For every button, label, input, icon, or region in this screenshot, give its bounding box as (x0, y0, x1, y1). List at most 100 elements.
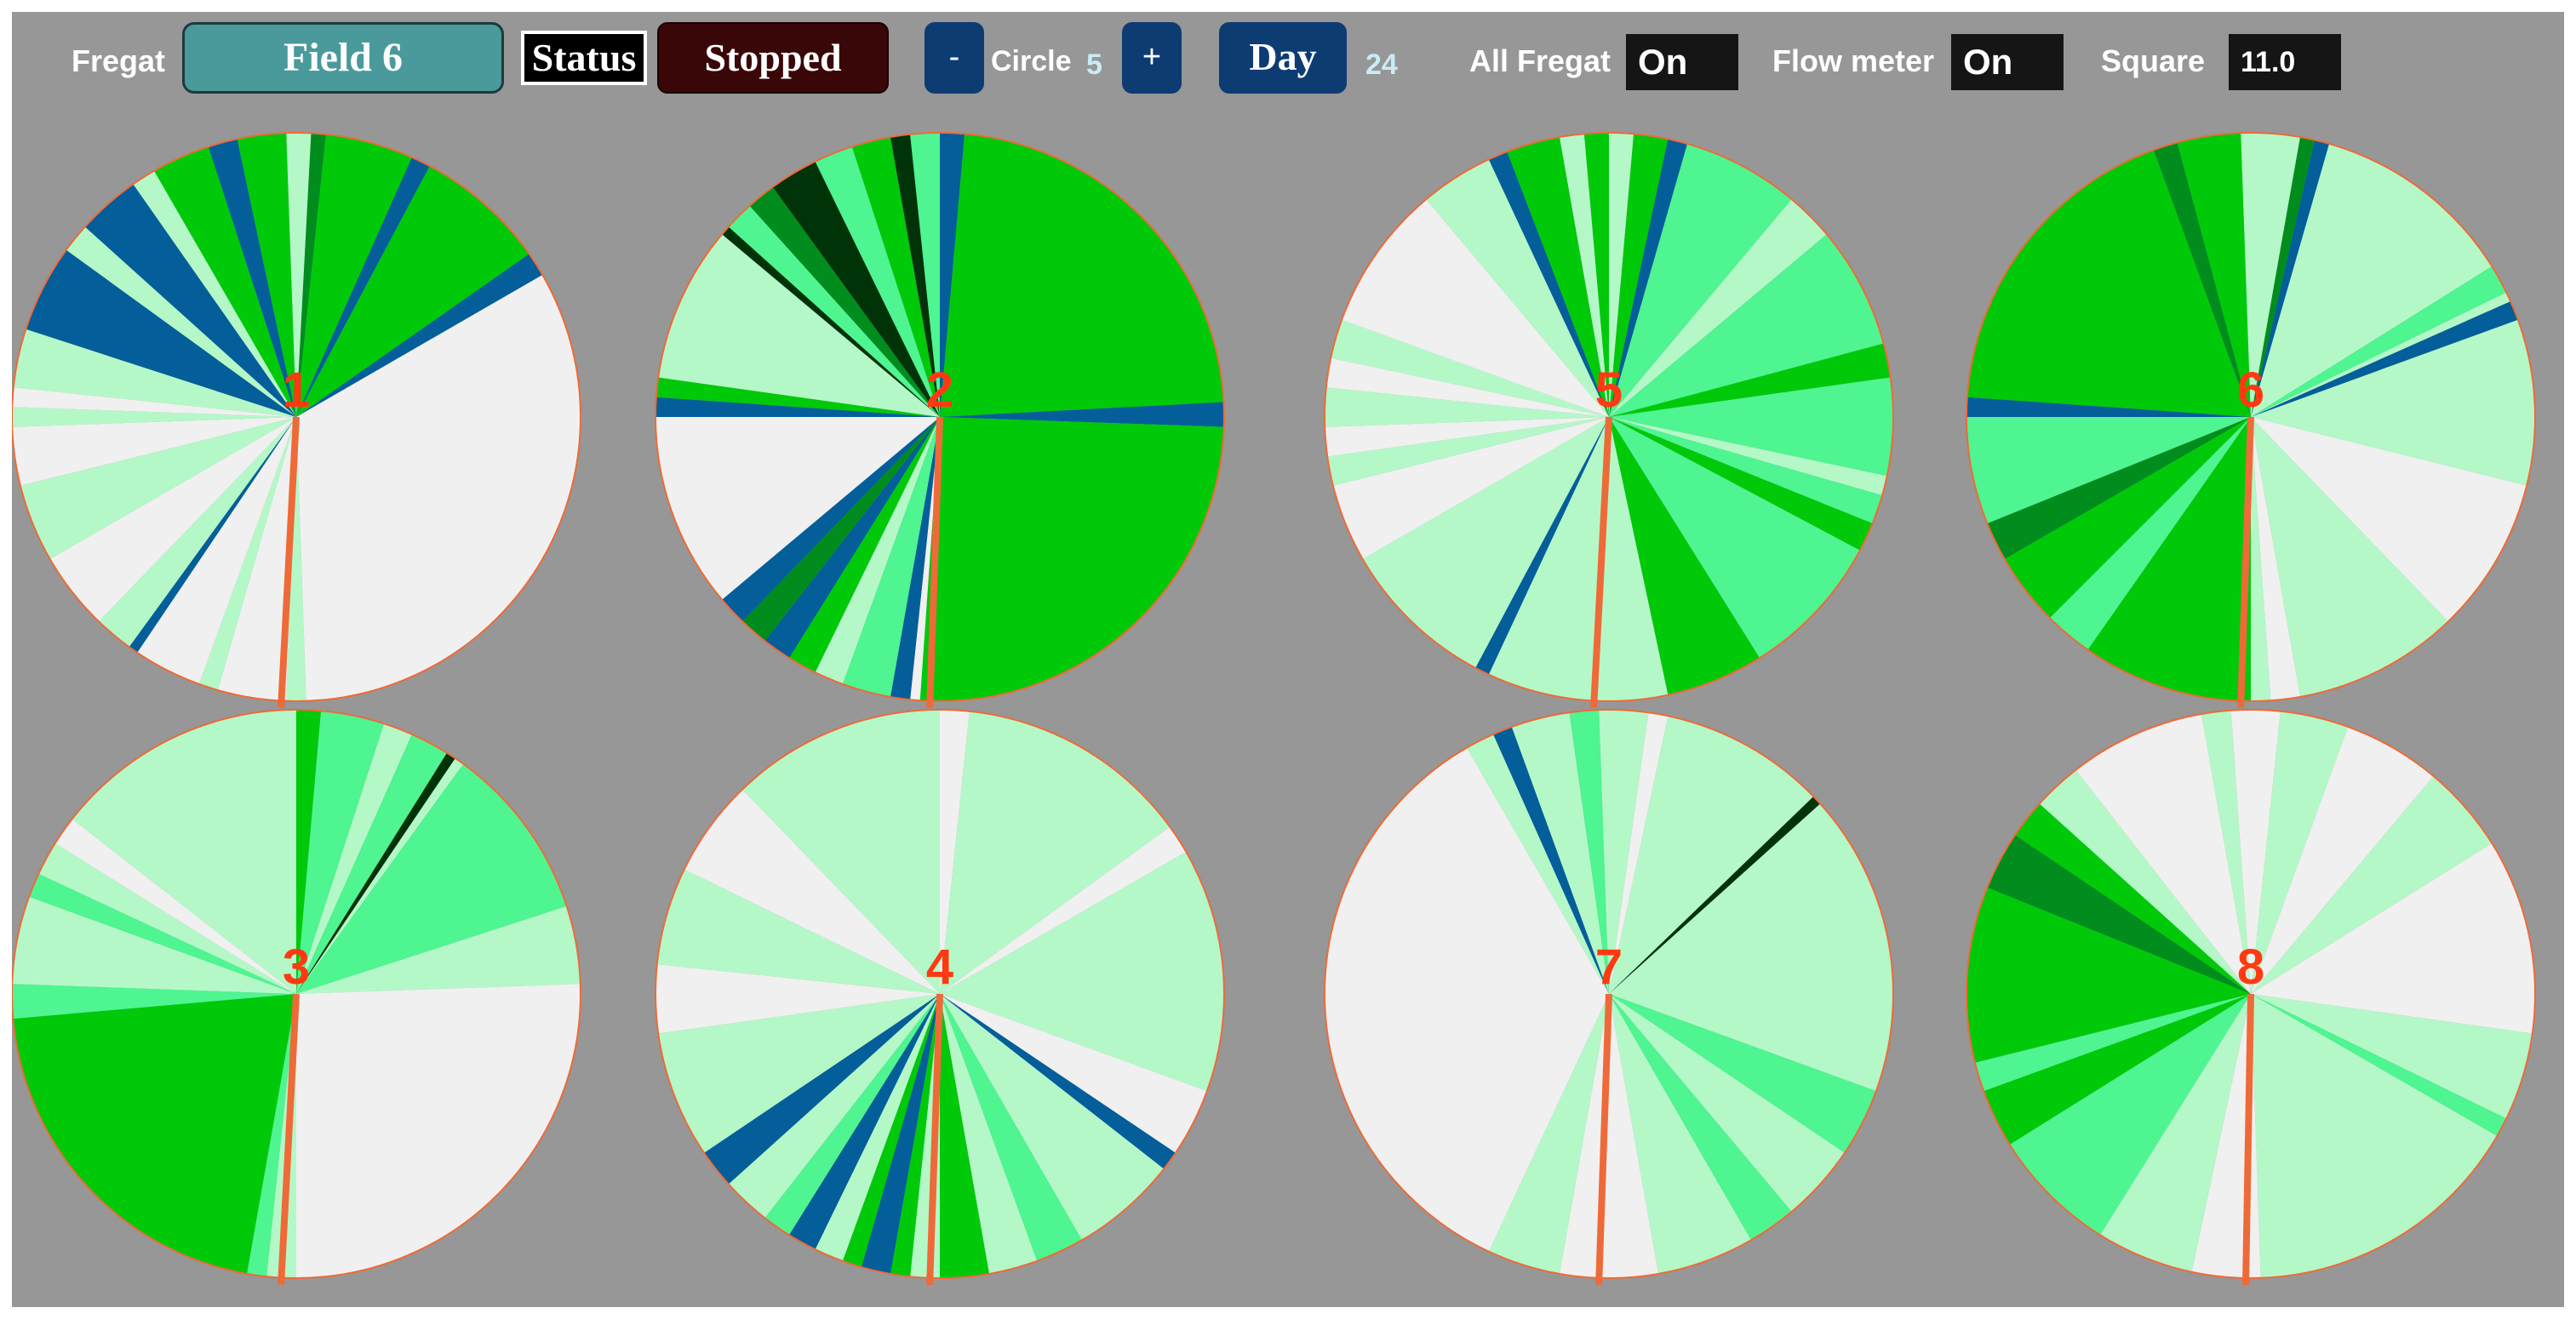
circle-segment (940, 402, 1224, 427)
circle-segment (137, 417, 296, 684)
circle-segment (129, 417, 296, 653)
circle-segment (1488, 994, 1609, 1274)
circle-segment (20, 417, 297, 559)
circle-segment (72, 710, 297, 994)
circle-segment (1325, 417, 1609, 457)
pivot-arm-line (1595, 993, 1612, 1285)
circle-increment-button[interactable]: + (1122, 22, 1182, 94)
circle-segment (1488, 417, 1669, 701)
fregat-monitor-window: Fregat Field 6 Status Stopped - Circle 5… (12, 12, 2564, 1307)
all-fregat-toggle[interactable]: On (1626, 34, 1738, 90)
circle-segment (2191, 994, 2261, 1279)
circle-segment (1342, 199, 1609, 417)
circle-segment (2009, 994, 2251, 1236)
circle-segment (1426, 159, 1609, 418)
circle-segment (66, 226, 297, 417)
field-circle-1[interactable]: 1 (12, 132, 581, 708)
circle-segment (2251, 709, 2281, 994)
circle-segment (655, 964, 940, 1034)
circle-segment (1966, 887, 2251, 1063)
flow-meter-toggle[interactable]: On (1951, 34, 2064, 90)
circle-segment (655, 397, 940, 417)
circle-segment (1332, 417, 1609, 559)
status-stopped-button[interactable]: Stopped (657, 22, 889, 94)
circle-segment (704, 994, 940, 1185)
circle-segment (1560, 994, 1658, 1278)
circle-segment (789, 994, 940, 1250)
circle-segment (728, 205, 940, 417)
circle-segment (12, 387, 296, 417)
day-value: 24 (1365, 49, 1398, 81)
circle-segment (772, 161, 940, 418)
field-circle-8[interactable]: 8 (1966, 709, 2536, 1285)
circle-segment (1609, 417, 1887, 496)
circle-segment (749, 186, 940, 418)
circle-segment (1599, 710, 1609, 994)
circle-segment (2039, 769, 2251, 994)
circle-segment (2251, 319, 2536, 486)
circle-segment (54, 819, 297, 994)
circle-segment (722, 417, 940, 622)
field-number-label: 5 (1595, 363, 1623, 418)
circle-segment (1609, 133, 1634, 417)
circle-segment (12, 896, 296, 994)
circle-segment (296, 752, 455, 994)
circle-segment (2251, 727, 2434, 994)
circle-segment (12, 984, 297, 1019)
circle-segment (842, 994, 940, 1268)
day-button[interactable]: Day (1219, 22, 1347, 94)
circle-decrement-button[interactable]: - (924, 22, 984, 94)
square-value-field[interactable]: 11.0 (2229, 34, 2341, 90)
circle-segment (890, 417, 940, 700)
field-number-label: 2 (926, 363, 953, 418)
circle-segment (940, 994, 1176, 1169)
circle-segment (1507, 137, 1609, 417)
circle-segment (12, 417, 296, 486)
circle-segment (851, 137, 940, 417)
circle-segment (940, 994, 1165, 1241)
toolbar: Fregat Field 6 Status Stopped - Circle 5… (12, 12, 2564, 114)
circle-segment (2251, 417, 2300, 701)
circle-segment (1966, 150, 2251, 417)
circle-segment (940, 711, 1171, 994)
square-label: Square (2101, 43, 2206, 78)
pivot-arm-line (278, 993, 300, 1285)
field-number-label: 6 (2237, 363, 2264, 418)
circle-segment (2251, 133, 2300, 417)
field-circle-3[interactable]: 3 (12, 709, 581, 1285)
circle-segment (2251, 143, 2493, 417)
circle-segment (1609, 994, 1792, 1241)
circle-segment (1609, 994, 1751, 1274)
circle-segment (1560, 134, 1609, 418)
field-circle-4[interactable]: 4 (655, 709, 1225, 1285)
circle-segment (266, 994, 296, 1279)
circle-segment (1511, 712, 1609, 994)
circle-segment (764, 417, 940, 659)
circle-segment (237, 133, 296, 417)
field-circle-2[interactable]: 2 (655, 132, 1225, 708)
circle-segment (815, 146, 940, 418)
field-circle-5[interactable]: 5 (1324, 132, 1894, 708)
field-select-button[interactable]: Field 6 (182, 22, 504, 94)
circle-segment (1609, 716, 1814, 994)
circle-segment (861, 994, 940, 1274)
circle-segment (1475, 417, 1609, 675)
circle-segment (658, 994, 940, 1153)
circle-segment (1609, 803, 1894, 1092)
circle-outline (1966, 132, 2536, 702)
circle-segment (2251, 417, 2527, 622)
circle-value: 5 (1086, 49, 1102, 81)
circle-segment (1987, 835, 2251, 994)
circle-segment (2251, 301, 2518, 417)
circle-segment (13, 994, 297, 1274)
circle-segment (198, 417, 296, 691)
circle-segment (940, 994, 1082, 1261)
circle-segment (655, 377, 940, 417)
circle-segment (84, 184, 296, 417)
field-circle-6[interactable]: 6 (1966, 132, 2536, 708)
circle-segment (296, 133, 312, 417)
circle-segment (2251, 711, 2349, 994)
field-circle-7[interactable]: 7 (1324, 709, 1894, 1285)
circle-segment (217, 417, 296, 701)
circle-segment (2049, 417, 2251, 650)
